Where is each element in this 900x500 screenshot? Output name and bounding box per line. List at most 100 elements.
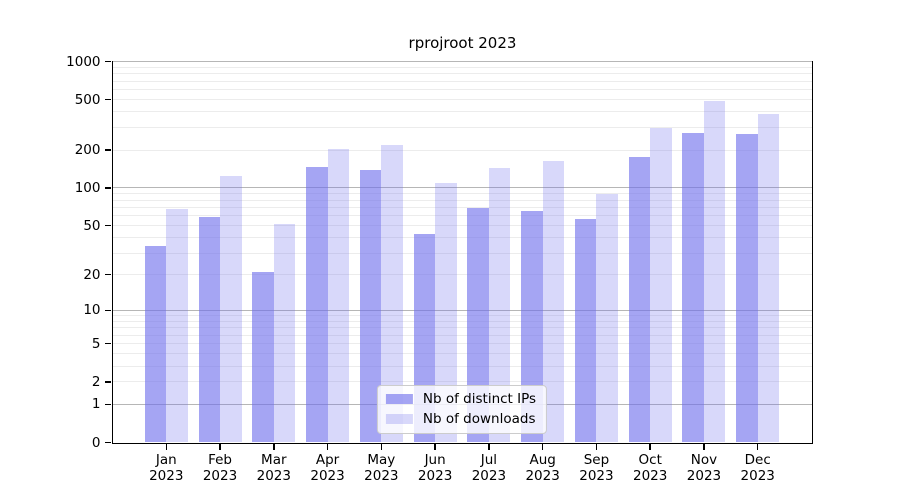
y-tick-label: 1000 xyxy=(66,53,101,70)
x-tick-label: Apr 2023 xyxy=(310,451,345,484)
y-tick-label: 200 xyxy=(74,142,101,159)
gridline-minor xyxy=(112,334,812,336)
gridline-minor xyxy=(112,199,812,201)
gridline-major xyxy=(112,309,812,311)
gridline-minor xyxy=(112,73,812,75)
legend-label-distinct-ips: Nb of distinct IPs xyxy=(422,390,537,407)
y-tick xyxy=(105,60,111,63)
gridline-minor xyxy=(112,274,812,276)
gridline-minor xyxy=(112,381,812,383)
x-tick-label: Oct 2023 xyxy=(633,451,668,484)
bar-downloads xyxy=(166,208,188,443)
x-tick-label: Dec 2023 xyxy=(740,451,775,484)
y-tick-label: 0 xyxy=(91,434,101,451)
y-tick xyxy=(105,273,111,276)
bar-downloads xyxy=(757,114,780,443)
gridline-minor xyxy=(112,353,812,355)
chart-title: rprojroot 2023 xyxy=(408,34,517,52)
gridline-minor xyxy=(112,343,812,345)
gridline-minor xyxy=(112,327,812,329)
y-tick-label: 20 xyxy=(83,266,101,283)
y-tick-label: 5 xyxy=(91,335,101,352)
x-tick-label: Jun 2023 xyxy=(417,451,453,484)
gridline-major xyxy=(112,187,812,189)
y-tick-label: 2 xyxy=(91,373,101,390)
legend-swatch-distinct-ips xyxy=(385,394,413,404)
y-tick-label: 100 xyxy=(74,179,101,196)
bar-distinct-ips xyxy=(574,218,597,443)
y-tick xyxy=(105,187,111,189)
x-tick-label: Jul 2023 xyxy=(471,451,507,484)
bar-downloads xyxy=(327,148,350,443)
x-tick xyxy=(273,444,275,450)
bar-downloads xyxy=(435,182,457,443)
gridline-minor xyxy=(112,206,812,208)
x-tick xyxy=(595,444,598,450)
legend-item-downloads: Nb of downloads xyxy=(385,410,536,427)
x-tick xyxy=(326,444,329,450)
plot-area: Nb of distinct IPs Nb of downloads 0 1 2 5 1… xyxy=(66,54,813,484)
y-tick-label: 10 xyxy=(83,302,101,319)
bar-distinct-ips xyxy=(306,167,328,443)
x-tick-label: May 2023 xyxy=(364,451,399,484)
y-tick-label: 1 xyxy=(91,396,101,413)
y-tick-label: 50 xyxy=(83,217,101,234)
bar-downloads xyxy=(650,127,672,443)
gridline-minor xyxy=(112,365,812,367)
x-tick xyxy=(541,444,544,450)
x-tick xyxy=(380,444,383,450)
bar-distinct-ips xyxy=(144,246,167,443)
gridline-minor xyxy=(112,66,812,68)
gridline-minor xyxy=(112,111,812,113)
gridline-minor xyxy=(112,89,812,91)
x-tick xyxy=(649,444,651,450)
y-tick-label: 500 xyxy=(74,91,101,108)
bar-downloads xyxy=(381,145,403,443)
bar-distinct-ips xyxy=(467,208,489,443)
x-tick xyxy=(488,444,490,450)
bar-downloads xyxy=(273,223,296,443)
bar-downloads xyxy=(703,101,726,443)
x-tick-label: Sep 2023 xyxy=(579,451,614,484)
x-tick xyxy=(434,444,436,450)
gridline-minor xyxy=(112,80,812,82)
gridline-major xyxy=(112,61,812,62)
gridline-minor xyxy=(112,193,812,195)
bar-downloads xyxy=(220,175,242,443)
gridline-minor xyxy=(112,149,812,151)
gridline-minor xyxy=(112,127,812,129)
legend-swatch-downloads xyxy=(385,414,413,424)
y-tick xyxy=(105,309,111,311)
x-tick-label: Mar 2023 xyxy=(256,451,291,484)
gridline-minor xyxy=(112,237,812,239)
y-tick xyxy=(105,149,111,151)
y-tick xyxy=(105,98,111,101)
gridline-minor xyxy=(112,252,812,254)
y-tick xyxy=(105,441,111,444)
x-tick xyxy=(219,444,221,450)
x-tick xyxy=(165,444,168,450)
y-tick xyxy=(105,381,111,383)
x-tick xyxy=(756,444,759,450)
gridline-minor xyxy=(112,320,812,322)
gridline-minor xyxy=(112,99,812,101)
x-tick-label: Aug 2023 xyxy=(525,451,560,484)
legend: Nb of distinct IPs Nb of downloads xyxy=(376,384,548,434)
x-tick-label: Nov 2023 xyxy=(686,451,722,484)
x-tick xyxy=(703,444,705,450)
bar-distinct-ips xyxy=(198,216,221,443)
gridline-minor xyxy=(112,225,812,227)
x-tick-label: Jan 2023 xyxy=(149,451,184,484)
y-tick xyxy=(105,403,111,406)
bar-distinct-ips xyxy=(736,133,758,443)
bar-downloads xyxy=(488,168,511,443)
bar-distinct-ips xyxy=(252,272,274,443)
bar-distinct-ips xyxy=(682,133,704,443)
legend-label-downloads: Nb of downloads xyxy=(422,410,536,427)
gridline-minor xyxy=(112,215,812,217)
legend-item-distinct-ips: Nb of distinct IPs xyxy=(385,390,537,407)
bar-distinct-ips xyxy=(359,169,382,443)
y-tick xyxy=(105,224,111,227)
bar-downloads xyxy=(596,193,618,443)
